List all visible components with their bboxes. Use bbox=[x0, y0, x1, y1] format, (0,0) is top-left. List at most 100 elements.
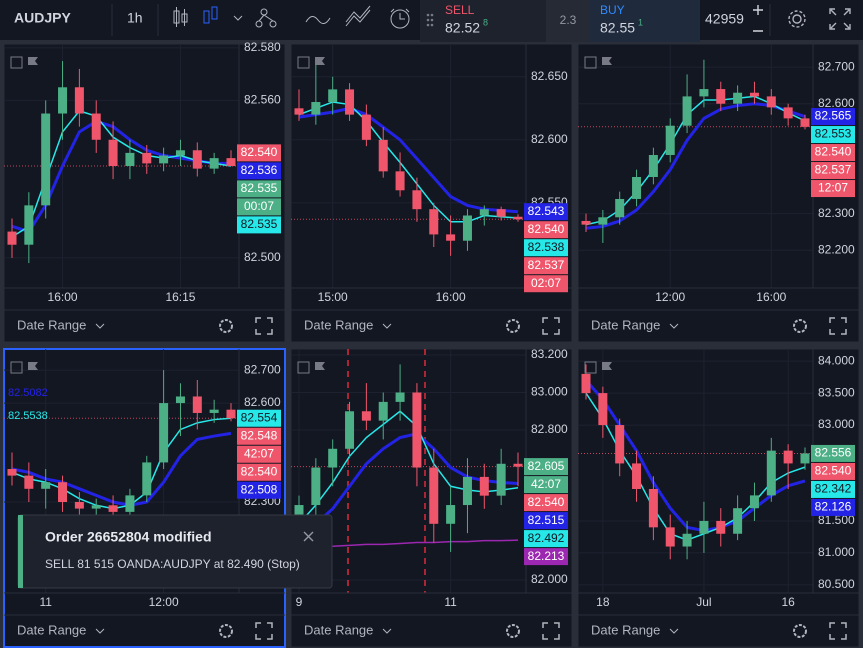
settings-icon[interactable] bbox=[788, 10, 806, 28]
candle-body bbox=[496, 463, 506, 496]
candle-body bbox=[24, 475, 34, 489]
panel-bg bbox=[577, 348, 860, 648]
y-tick-label: 81.000 bbox=[818, 545, 855, 559]
candle-body bbox=[632, 176, 642, 199]
candle-body bbox=[615, 425, 625, 464]
panel-menu-icon[interactable] bbox=[297, 56, 310, 69]
candle-body bbox=[648, 488, 658, 528]
candle-body bbox=[716, 520, 726, 534]
candle-body bbox=[142, 152, 152, 164]
date-range-button[interactable]: Date Range bbox=[17, 317, 86, 332]
date-range-chevron[interactable] bbox=[382, 628, 392, 634]
date-range-chevron[interactable] bbox=[669, 323, 679, 329]
price-tag bbox=[811, 180, 855, 198]
candle-body bbox=[58, 482, 68, 502]
price-tag bbox=[811, 498, 855, 516]
buy-button[interactable] bbox=[590, 0, 700, 42]
x-tick-label: 16:00 bbox=[436, 290, 466, 304]
date-range-button[interactable]: Date Range bbox=[304, 317, 373, 332]
settings-icon[interactable] bbox=[506, 319, 520, 333]
price-tag bbox=[524, 458, 568, 476]
candle-body bbox=[7, 231, 17, 245]
quantity[interactable]: 42959 bbox=[705, 11, 744, 27]
candle-body bbox=[142, 462, 152, 496]
x-tick-label: 12:00 bbox=[655, 290, 685, 304]
panel-menu-icon[interactable] bbox=[584, 56, 597, 69]
price-tag-label: 82.543 bbox=[528, 204, 565, 218]
panel-flag-icon[interactable] bbox=[315, 57, 325, 65]
price-tag-label: 82.492 bbox=[528, 531, 565, 545]
settings-icon[interactable] bbox=[793, 624, 807, 638]
date-range-button[interactable]: Date Range bbox=[304, 622, 373, 637]
price-tag-label: 82.553 bbox=[815, 127, 852, 141]
candle-body bbox=[345, 411, 355, 449]
settings-icon[interactable] bbox=[219, 319, 233, 333]
panel-flag-icon[interactable] bbox=[28, 362, 38, 370]
candle-body bbox=[766, 96, 776, 108]
candle-body bbox=[699, 520, 709, 534]
panel-menu-icon[interactable] bbox=[584, 361, 597, 374]
fullscreen-icon[interactable] bbox=[542, 317, 560, 335]
price-tag bbox=[237, 144, 281, 162]
date-range-chevron[interactable] bbox=[669, 628, 679, 634]
y-tick-label: 82.560 bbox=[244, 93, 281, 107]
candle-body bbox=[91, 113, 101, 140]
candle-body bbox=[479, 209, 489, 216]
date-range-button[interactable]: Date Range bbox=[591, 622, 660, 637]
panel-flag-icon[interactable] bbox=[602, 57, 612, 65]
fullscreen-icon[interactable] bbox=[255, 622, 273, 640]
price-tag bbox=[811, 144, 855, 162]
x-tick-label: 16:00 bbox=[48, 290, 78, 304]
quantity-stepper[interactable] bbox=[753, 5, 763, 32]
price-tag bbox=[237, 198, 281, 216]
y-tick-label: 82.700 bbox=[818, 59, 855, 73]
y-tick-label: 82.600 bbox=[531, 132, 568, 146]
price-tag bbox=[237, 427, 281, 445]
fullscreen-icon[interactable] bbox=[542, 622, 560, 640]
panel-menu-icon[interactable] bbox=[10, 361, 23, 374]
symbol[interactable]: AUDJPY bbox=[14, 10, 71, 26]
candle-body bbox=[749, 92, 759, 97]
toast-title: Order 26652804 modified bbox=[45, 529, 212, 545]
fullscreen-icon[interactable] bbox=[255, 317, 273, 335]
panel-menu-icon[interactable] bbox=[10, 56, 23, 69]
settings-icon[interactable] bbox=[219, 624, 233, 638]
panel-flag-icon[interactable] bbox=[602, 362, 612, 370]
price-tag bbox=[524, 548, 568, 566]
price-tag bbox=[237, 162, 281, 180]
date-range-chevron[interactable] bbox=[95, 323, 105, 329]
candle-body bbox=[294, 108, 304, 115]
y-tick-label: 82.500 bbox=[244, 250, 281, 264]
indicator-line bbox=[298, 106, 519, 214]
candle-body bbox=[496, 209, 506, 217]
fullscreen-icon[interactable] bbox=[829, 622, 847, 640]
settings-icon[interactable] bbox=[506, 624, 520, 638]
y-tick-label: 82.000 bbox=[531, 572, 568, 586]
sell-pip: 8 bbox=[483, 17, 488, 27]
sell-button[interactable] bbox=[420, 0, 546, 42]
panel-flag-icon[interactable] bbox=[28, 57, 38, 65]
price-tag-label: 82.537 bbox=[528, 258, 565, 272]
candle-body bbox=[783, 107, 793, 119]
candle-body bbox=[581, 220, 591, 225]
panel-menu-icon[interactable] bbox=[297, 361, 310, 374]
date-range-chevron[interactable] bbox=[382, 323, 392, 329]
fullscreen-icon[interactable] bbox=[829, 8, 851, 30]
date-range-button[interactable]: Date Range bbox=[591, 317, 660, 332]
toast-close[interactable] bbox=[303, 531, 314, 542]
candle-body bbox=[395, 171, 405, 191]
chart-style-icons[interactable] bbox=[173, 5, 410, 29]
fullscreen-icon[interactable] bbox=[829, 317, 847, 335]
interval[interactable]: 1h bbox=[127, 10, 143, 26]
candle-body bbox=[395, 392, 405, 402]
date-range-chevron[interactable] bbox=[95, 628, 105, 634]
panel-flag-icon[interactable] bbox=[315, 362, 325, 370]
buy-pip: 1 bbox=[638, 17, 643, 27]
date-range-button[interactable]: Date Range bbox=[17, 622, 86, 637]
candle-body bbox=[412, 190, 422, 210]
x-tick-label: 9 bbox=[296, 595, 303, 609]
price-tag bbox=[524, 530, 568, 548]
settings-icon[interactable] bbox=[793, 319, 807, 333]
